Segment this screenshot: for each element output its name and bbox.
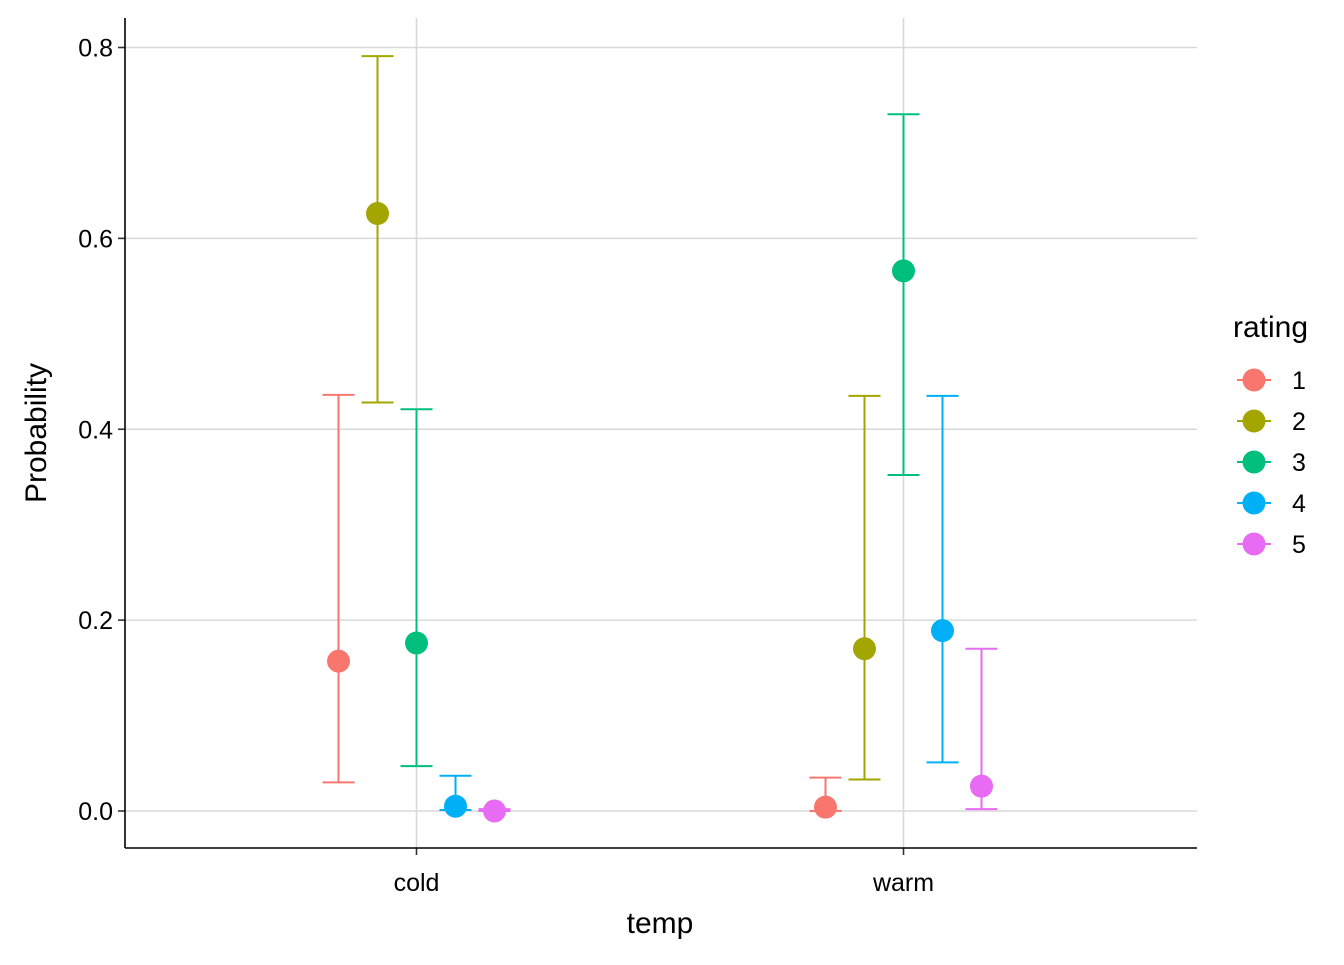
- data-point-rating-5: [970, 774, 993, 798]
- legend-label-rating-3: 3: [1292, 449, 1306, 477]
- data-point-rating-2: [853, 637, 876, 661]
- y-tick-label: 0.0: [78, 798, 113, 826]
- data-point-rating-1: [814, 795, 837, 819]
- legend-title: rating: [1233, 311, 1308, 344]
- x-axis-title: temp: [627, 907, 694, 940]
- data-point-rating-3: [892, 259, 915, 283]
- y-tick-label: 0.4: [78, 416, 113, 444]
- grid-layer: [125, 18, 1197, 848]
- data-point-rating-2: [366, 202, 389, 226]
- y-tick-label: 0.6: [78, 225, 113, 253]
- legend-label-rating-5: 5: [1292, 531, 1306, 559]
- legend-key-point: [1242, 368, 1266, 392]
- legend-key-point: [1242, 532, 1266, 556]
- y-axis-title: Probability: [20, 363, 53, 503]
- legend-key-point: [1242, 409, 1266, 433]
- legend-key-point: [1242, 450, 1266, 474]
- legend-label-rating-1: 1: [1292, 367, 1306, 395]
- data-point-rating-5: [483, 799, 506, 823]
- legend-label-rating-2: 2: [1292, 408, 1306, 436]
- axes-layer: 0.0 0.2 0.4 0.6 0.8 cold warm: [78, 18, 1197, 897]
- marks-layer: [322, 55, 998, 823]
- legend: rating 1 2 3 4 5: [1233, 311, 1308, 559]
- x-tick-label: warm: [872, 869, 934, 897]
- legend-label-rating-4: 4: [1292, 490, 1306, 518]
- data-point-rating-3: [405, 631, 428, 655]
- data-point-rating-4: [444, 794, 467, 818]
- x-tick-label: cold: [394, 869, 440, 897]
- y-tick-label: 0.8: [78, 35, 113, 63]
- legend-key-point: [1242, 491, 1266, 515]
- data-point-rating-1: [327, 649, 350, 673]
- data-point-rating-4: [931, 619, 954, 643]
- y-tick-label: 0.2: [78, 607, 113, 635]
